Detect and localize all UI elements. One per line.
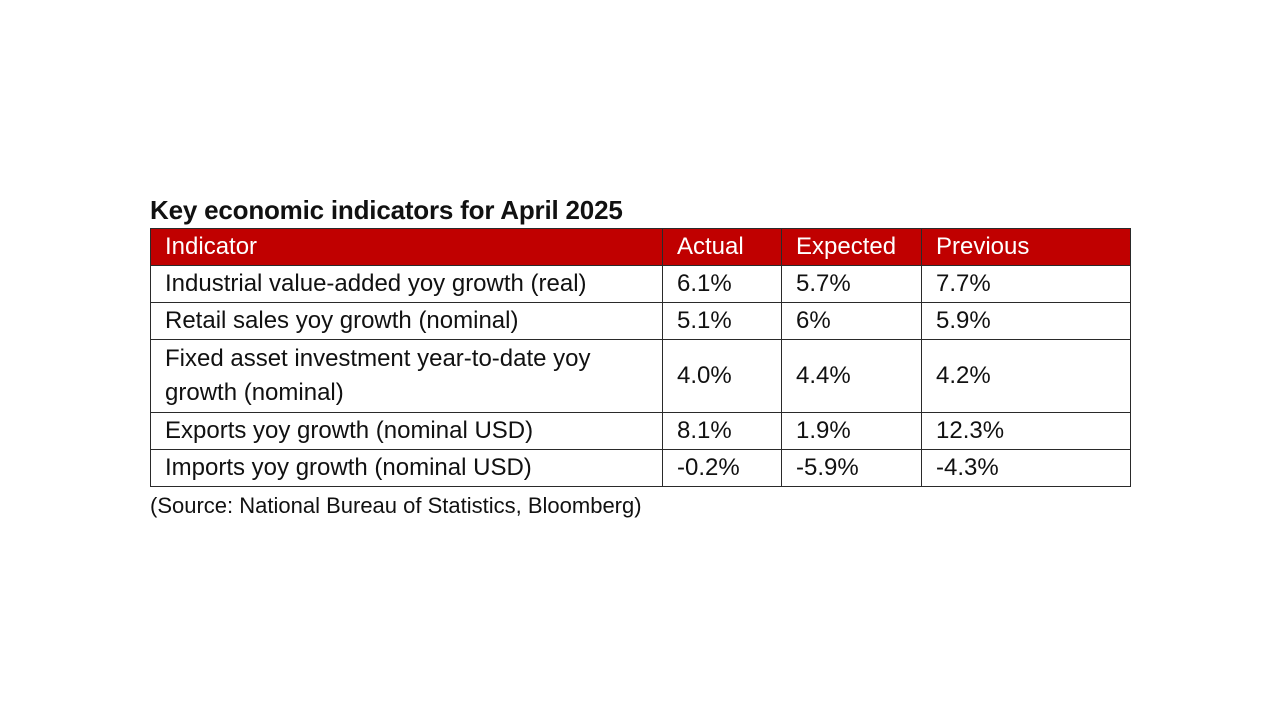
indicators-figure: Key economic indicators for April 2025 I… — [150, 194, 1131, 523]
indicator-cell: Retail sales yoy growth (nominal) — [150, 302, 663, 340]
expected-cell: 4.4% — [781, 339, 922, 413]
expected-cell: -5.9% — [781, 449, 922, 487]
actual-cell: 4.0% — [662, 339, 782, 413]
previous-cell: 7.7% — [921, 265, 1131, 303]
table-row: Retail sales yoy growth (nominal) 5.1% 6… — [150, 302, 1131, 340]
table-row: Exports yoy growth (nominal USD) 8.1% 1.… — [150, 412, 1131, 450]
header-indicator: Indicator — [150, 228, 663, 266]
previous-cell: 5.9% — [921, 302, 1131, 340]
actual-cell: 8.1% — [662, 412, 782, 450]
table-title: Key economic indicators for April 2025 — [150, 195, 623, 225]
previous-cell: 4.2% — [921, 339, 1131, 413]
header-actual: Actual — [662, 228, 782, 266]
indicator-cell: Industrial value-added yoy growth (real) — [150, 265, 663, 303]
table-row: Industrial value-added yoy growth (real)… — [150, 265, 1131, 303]
actual-cell: -0.2% — [662, 449, 782, 487]
previous-cell: 12.3% — [921, 412, 1131, 450]
header-previous: Previous — [921, 228, 1131, 266]
indicators-table: Indicator Actual Expected Previous Indus… — [150, 228, 1131, 487]
table-row: Fixed asset investment year-to-date yoy … — [150, 339, 1131, 413]
expected-cell: 6% — [781, 302, 922, 340]
header-row: Indicator Actual Expected Previous — [150, 228, 1131, 266]
actual-cell: 6.1% — [662, 265, 782, 303]
indicator-cell: Exports yoy growth (nominal USD) — [150, 412, 663, 450]
expected-cell: 5.7% — [781, 265, 922, 303]
expected-cell: 1.9% — [781, 412, 922, 450]
header-expected: Expected — [781, 228, 922, 266]
indicator-cell: Fixed asset investment year-to-date yoy … — [150, 339, 663, 413]
source-note: (Source: National Bureau of Statistics, … — [150, 493, 642, 518]
previous-cell: -4.3% — [921, 449, 1131, 487]
actual-cell: 5.1% — [662, 302, 782, 340]
table-row: Imports yoy growth (nominal USD) -0.2% -… — [150, 449, 1131, 487]
indicator-cell: Imports yoy growth (nominal USD) — [150, 449, 663, 487]
